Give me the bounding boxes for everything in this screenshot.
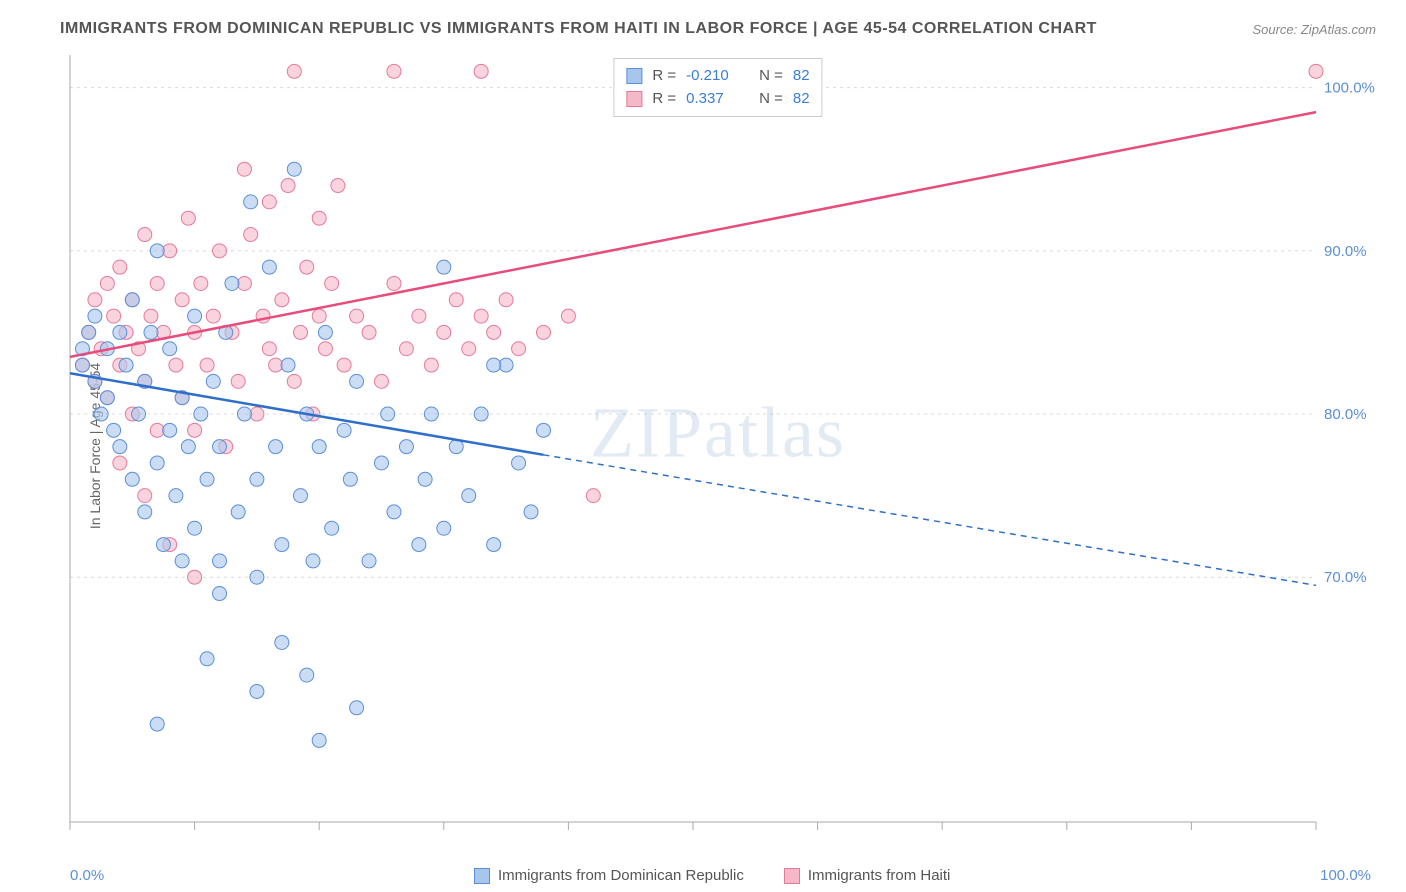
svg-text:80.0%: 80.0% bbox=[1324, 406, 1367, 423]
source-label: Source: ZipAtlas.com bbox=[1252, 22, 1376, 37]
legend-row-series1: R = -0.210 N = 82 bbox=[626, 65, 809, 88]
legend-swatch-series1 bbox=[626, 68, 642, 84]
x-min-label: 0.0% bbox=[70, 867, 104, 884]
n-label: N = bbox=[759, 88, 783, 111]
r-label: R = bbox=[652, 65, 676, 88]
legend-label-series2: Immigrants from Haiti bbox=[808, 867, 951, 884]
r-value-series2: 0.337 bbox=[686, 88, 741, 111]
legend-swatch-icon bbox=[474, 868, 490, 884]
chart-svg: 70.0% 80.0% 90.0% 100.0% bbox=[60, 50, 1376, 847]
legend-swatch-series2 bbox=[626, 91, 642, 107]
svg-text:70.0%: 70.0% bbox=[1324, 569, 1367, 586]
bottom-legend: 0.0% Immigrants from Dominican Republic … bbox=[0, 867, 1406, 884]
chart-area: ZIPatlas 70.0%80.0%90.0%100.0% R = -0.21… bbox=[60, 50, 1376, 847]
legend-label-series1: Immigrants from Dominican Republic bbox=[498, 867, 744, 884]
series-legend: Immigrants from Dominican Republic Immig… bbox=[474, 867, 950, 884]
n-value-series1: 82 bbox=[793, 65, 810, 88]
r-value-series1: -0.210 bbox=[686, 65, 741, 88]
correlation-legend: R = -0.210 N = 82 R = 0.337 N = 82 bbox=[613, 58, 822, 117]
x-max-label: 100.0% bbox=[1320, 867, 1371, 884]
svg-text:100.0%: 100.0% bbox=[1324, 80, 1375, 97]
chart-title: IMMIGRANTS FROM DOMINICAN REPUBLIC VS IM… bbox=[60, 20, 1376, 38]
legend-row-series2: R = 0.337 N = 82 bbox=[626, 88, 809, 111]
legend-item-series2: Immigrants from Haiti bbox=[784, 867, 951, 884]
n-value-series2: 82 bbox=[793, 88, 810, 111]
legend-item-series1: Immigrants from Dominican Republic bbox=[474, 867, 744, 884]
n-label: N = bbox=[759, 65, 783, 88]
legend-swatch-icon bbox=[784, 868, 800, 884]
svg-text:90.0%: 90.0% bbox=[1324, 243, 1367, 260]
chart-container: IMMIGRANTS FROM DOMINICAN REPUBLIC VS IM… bbox=[0, 0, 1406, 892]
r-label: R = bbox=[652, 88, 676, 111]
